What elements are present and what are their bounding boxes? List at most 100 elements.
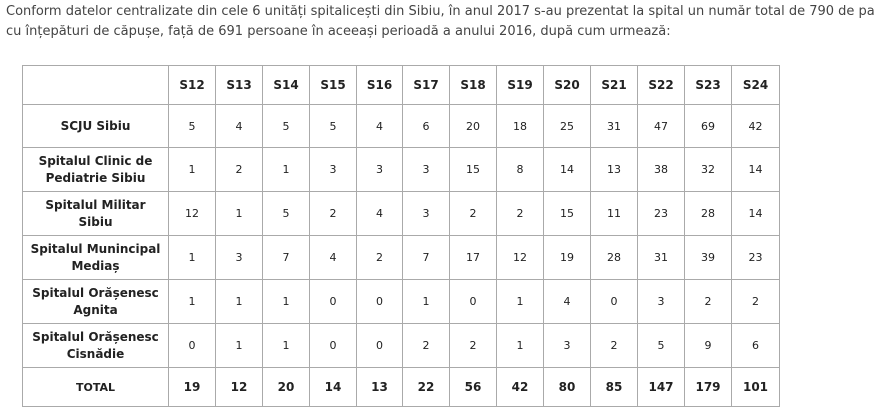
column-header: S14 — [262, 65, 310, 105]
table-cell: 0 — [168, 323, 216, 368]
table-cell: 0 — [356, 323, 403, 368]
table-cell: 1 — [496, 279, 544, 324]
total-cell: 179 — [684, 367, 732, 407]
table-cell: 2 — [309, 191, 357, 236]
table-cell: 23 — [731, 235, 780, 280]
table-cell: 2 — [449, 323, 497, 368]
table-cell: 2 — [590, 323, 638, 368]
intro-paragraph: Conform datelor centralizate din cele 6 … — [6, 2, 874, 42]
column-header: S22 — [637, 65, 685, 105]
table-cell: 1 — [262, 279, 310, 324]
total-cell: 12 — [215, 367, 263, 407]
row-header-line-2: Mediaș — [71, 258, 120, 273]
table-cell: 39 — [684, 235, 732, 280]
table-cell: 4 — [356, 191, 403, 236]
table-cell: 69 — [684, 104, 732, 148]
total-cell: 101 — [731, 367, 780, 407]
table-cell: 12 — [496, 235, 544, 280]
table-cell: 6 — [731, 323, 780, 368]
table-cell: 0 — [309, 279, 357, 324]
row-header-line-1: Spitalul Orășenesc — [32, 285, 159, 300]
table-cell: 32 — [684, 147, 732, 192]
table-cell: 15 — [449, 147, 497, 192]
column-header: S23 — [684, 65, 732, 105]
column-header: S18 — [449, 65, 497, 105]
table-cell: 6 — [402, 104, 450, 148]
table-cell: 42 — [731, 104, 780, 148]
row-header-line-2: Agnita — [73, 302, 118, 317]
row-header-line-1: Spitalul Militar — [45, 197, 146, 212]
table-cell: 23 — [637, 191, 685, 236]
row-header-line-1: Spitalul Clinic de — [38, 153, 153, 168]
table-row: Spitalul Orășenesc Agnita 1 1 1 0 0 1 0 … — [22, 279, 780, 324]
hospital-cases-table: S12 S13 S14 S15 S16 S17 S18 S19 S20 S21 … — [22, 65, 780, 407]
row-header-cell: Spitalul Militar Sibiu — [22, 191, 169, 236]
column-header: S21 — [590, 65, 638, 105]
table-cell: 1 — [168, 279, 216, 324]
total-cell: 14 — [309, 367, 357, 407]
table-cell: 25 — [543, 104, 591, 148]
row-header-cell: SCJU Sibiu — [22, 104, 169, 148]
header-row: S12 S13 S14 S15 S16 S17 S18 S19 S20 S21 … — [22, 65, 780, 105]
table-cell: 19 — [543, 235, 591, 280]
table-cell: 7 — [402, 235, 450, 280]
table-cell: 1 — [168, 147, 216, 192]
table-row: Spitalul Munincipal Mediaș 1 3 7 4 2 7 1… — [22, 235, 780, 280]
total-cell: 20 — [262, 367, 310, 407]
row-header-cell: Spitalul Clinic de Pediatrie Sibiu — [22, 147, 169, 192]
table-cell: 28 — [590, 235, 638, 280]
row-header-line-1: Spitalul Munincipal — [30, 241, 161, 256]
header-corner-cell — [22, 65, 169, 105]
table-cell: 1 — [215, 323, 263, 368]
total-cell: 42 — [496, 367, 544, 407]
total-cell: 147 — [637, 367, 685, 407]
table-cell: 2 — [356, 235, 403, 280]
total-cell: 19 — [168, 367, 216, 407]
table-cell: 2 — [449, 191, 497, 236]
total-cell: 85 — [590, 367, 638, 407]
table-cell: 2 — [731, 279, 780, 324]
column-header: S19 — [496, 65, 544, 105]
table-cell: 5 — [262, 191, 310, 236]
total-cell: 22 — [402, 367, 450, 407]
table-cell: 17 — [449, 235, 497, 280]
table-cell: 31 — [590, 104, 638, 148]
column-header: S15 — [309, 65, 357, 105]
table-cell: 4 — [309, 235, 357, 280]
total-cell: 56 — [449, 367, 497, 407]
table-cell: 1 — [262, 147, 310, 192]
table-cell: 5 — [168, 104, 216, 148]
table-cell: 8 — [496, 147, 544, 192]
row-header-line-2: Cisnădie — [66, 346, 125, 361]
table-cell: 14 — [731, 147, 780, 192]
table-cell: 31 — [637, 235, 685, 280]
intro-line-1: Conform datelor centralizate din cele 6 … — [6, 4, 874, 19]
table-cell: 1 — [168, 235, 216, 280]
total-cell: 13 — [356, 367, 403, 407]
column-header: S12 — [168, 65, 216, 105]
table-cell: 1 — [262, 323, 310, 368]
column-header: S13 — [215, 65, 263, 105]
table-cell: 11 — [590, 191, 638, 236]
table-cell: 20 — [449, 104, 497, 148]
table-cell: 4 — [356, 104, 403, 148]
table-cell: 3 — [637, 279, 685, 324]
table-cell: 7 — [262, 235, 310, 280]
table-cell: 2 — [496, 191, 544, 236]
table-cell: 1 — [402, 279, 450, 324]
table-cell: 2 — [402, 323, 450, 368]
table-cell: 5 — [309, 104, 357, 148]
row-header-cell: Spitalul Orășenesc Cisnădie — [22, 323, 169, 368]
table-cell: 0 — [590, 279, 638, 324]
total-label: TOTAL — [22, 367, 169, 407]
table-cell: 13 — [590, 147, 638, 192]
table-row: SCJU Sibiu 5 4 5 5 4 6 20 18 25 31 47 69… — [22, 104, 780, 148]
total-row: TOTAL 19 12 20 14 13 22 56 42 80 85 147 … — [22, 367, 780, 407]
table-row: Spitalul Militar Sibiu 12 1 5 2 4 3 2 2 … — [22, 191, 780, 236]
table-cell: 14 — [543, 147, 591, 192]
table-cell: 2 — [684, 279, 732, 324]
row-header-line-1: SCJU Sibiu — [60, 118, 131, 133]
table-cell: 2 — [215, 147, 263, 192]
table-cell: 3 — [215, 235, 263, 280]
table-cell: 3 — [402, 191, 450, 236]
